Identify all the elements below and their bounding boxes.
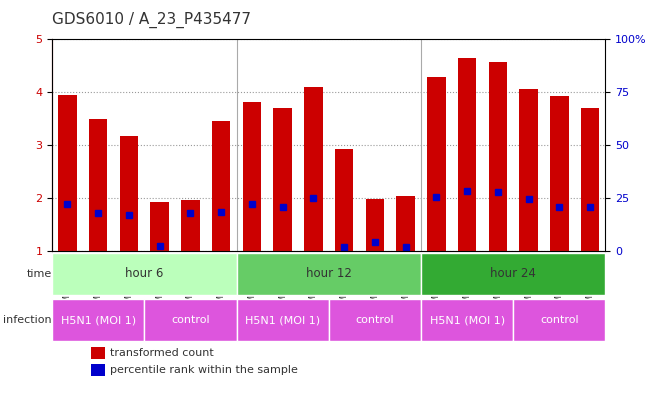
Bar [273,108,292,251]
Bar [181,200,200,251]
FancyBboxPatch shape [145,299,236,341]
Bar [581,108,600,251]
FancyBboxPatch shape [236,299,329,341]
Bar [91,347,105,359]
Text: GDS6010 / A_23_P435477: GDS6010 / A_23_P435477 [52,11,251,28]
Bar [120,136,138,251]
FancyBboxPatch shape [52,299,145,341]
Bar [335,149,353,251]
Text: H5N1 (MOI 1): H5N1 (MOI 1) [245,315,320,325]
Bar [550,96,568,251]
Bar [366,199,384,251]
Text: hour 12: hour 12 [306,267,352,280]
Bar [396,196,415,251]
Text: control: control [355,315,394,325]
FancyBboxPatch shape [421,253,605,295]
FancyBboxPatch shape [329,299,421,341]
Bar [91,364,105,376]
Bar [243,102,261,251]
Text: percentile rank within the sample: percentile rank within the sample [110,364,298,375]
Text: hour 6: hour 6 [125,267,163,280]
Bar [212,121,230,251]
Bar [304,87,323,251]
Bar [150,202,169,251]
Bar [458,58,477,251]
Text: H5N1 (MOI 1): H5N1 (MOI 1) [61,315,136,325]
FancyBboxPatch shape [52,253,236,295]
Text: hour 24: hour 24 [490,267,536,280]
Text: infection: infection [3,315,52,325]
Bar [89,119,107,251]
FancyBboxPatch shape [513,299,605,341]
FancyBboxPatch shape [421,299,513,341]
Text: control: control [171,315,210,325]
Text: control: control [540,315,579,325]
Bar [58,95,77,251]
Text: transformed count: transformed count [110,347,214,358]
FancyBboxPatch shape [236,253,421,295]
Bar [427,77,445,251]
Bar [519,90,538,251]
Bar [489,62,507,251]
Text: time: time [27,269,52,279]
Text: H5N1 (MOI 1): H5N1 (MOI 1) [430,315,505,325]
